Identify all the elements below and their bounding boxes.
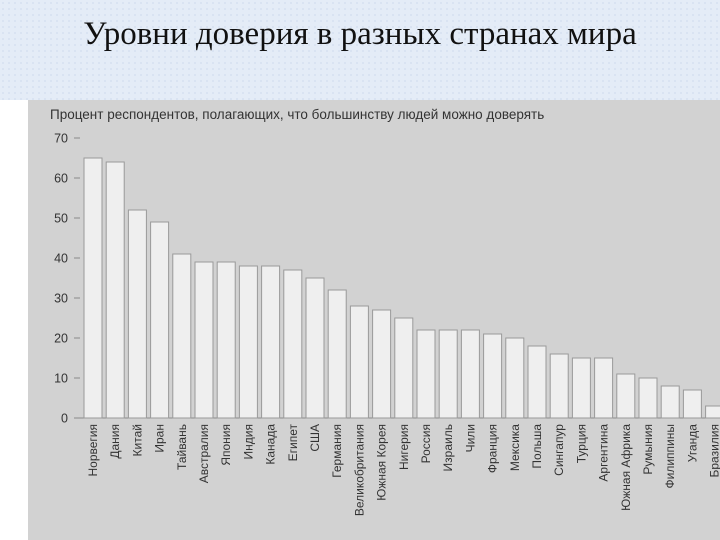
x-tick-label: Германия xyxy=(330,424,344,478)
x-tick-label: Франция xyxy=(486,424,500,473)
x-tick-label: Великобритания xyxy=(352,424,366,516)
bar xyxy=(394,317,414,419)
bar xyxy=(105,161,125,419)
x-tick-label: Польша xyxy=(530,424,544,469)
x-tick-label: Румыния xyxy=(641,424,655,475)
bar xyxy=(283,269,303,419)
x-tick-label: Турция xyxy=(574,424,588,463)
x-tick-label: Япония xyxy=(219,424,233,466)
bar xyxy=(83,157,103,419)
bar xyxy=(438,329,458,419)
bar xyxy=(372,309,392,419)
x-tick-label: Сингапур xyxy=(552,424,566,476)
y-tick-label: 30 xyxy=(54,292,68,306)
x-tick-label: Австралия xyxy=(197,424,211,483)
x-tick-label: Бразилия xyxy=(708,424,720,478)
x-tick-label: Индия xyxy=(241,424,255,459)
x-tick-label: Россия xyxy=(419,424,433,463)
y-tick-label: 20 xyxy=(54,332,68,346)
chart-subtitle: Процент респондентов, полагающих, что бо… xyxy=(50,107,544,122)
y-tick-label: 10 xyxy=(54,372,68,386)
x-tick-label: Тайвань xyxy=(175,424,189,470)
bar xyxy=(261,265,281,419)
x-tick-label: Египет xyxy=(286,424,300,462)
bar xyxy=(327,289,347,419)
bar xyxy=(616,373,636,419)
slide-title: Уровни доверия в разных странах мира xyxy=(83,16,637,52)
y-tick-label: 50 xyxy=(54,212,68,226)
bar xyxy=(460,329,480,419)
bars-group xyxy=(83,157,720,419)
bar xyxy=(549,353,569,419)
x-tick-label: США xyxy=(308,424,322,452)
bar xyxy=(238,265,258,419)
bar xyxy=(172,253,192,419)
x-tick-label: Мексика xyxy=(508,424,522,471)
x-tick-label: Китай xyxy=(130,424,144,456)
x-tick-label: Нигерия xyxy=(397,424,411,470)
y-tick-label: 60 xyxy=(54,172,68,186)
bar xyxy=(682,389,702,419)
y-tick-label: 70 xyxy=(54,132,68,146)
bar xyxy=(349,305,369,419)
x-tick-label: Чили xyxy=(463,424,477,452)
bar xyxy=(150,221,170,419)
bar xyxy=(705,405,720,419)
x-tick-label: Аргентина xyxy=(597,424,611,482)
y-tick-label: 40 xyxy=(54,252,68,266)
bar xyxy=(527,345,547,419)
x-tick-label: Дания xyxy=(108,424,122,459)
chart-panel: Процент респондентов, полагающих, что бо… xyxy=(28,100,720,540)
bar xyxy=(305,277,325,419)
x-tick-label: Уганда xyxy=(685,424,699,463)
bar xyxy=(127,209,147,419)
x-tick-label: Израиль xyxy=(441,424,455,471)
slide-header xyxy=(0,0,720,100)
bar xyxy=(483,333,503,419)
x-tick-label: Филиппины xyxy=(663,424,677,488)
x-axis-labels: Норвегия Дания Китай Иран Тайвань Австралия Яп… xyxy=(86,424,720,517)
bar-chart: Процент респондентов, полагающих, что бо… xyxy=(50,107,720,517)
bar xyxy=(638,377,658,419)
y-tick-label: 0 xyxy=(61,412,68,426)
bar xyxy=(194,261,214,419)
bar xyxy=(594,357,614,419)
bar xyxy=(416,329,436,419)
bar xyxy=(660,385,680,419)
x-tick-label: Норвегия xyxy=(86,424,100,477)
x-tick-label: Южная Африка xyxy=(619,424,633,511)
x-tick-label: Канада xyxy=(264,424,278,465)
bar xyxy=(505,337,525,419)
bar xyxy=(216,261,236,419)
x-tick-label: Иран xyxy=(153,424,167,453)
x-tick-label: Южная Корея xyxy=(375,424,389,501)
bar xyxy=(571,357,591,419)
